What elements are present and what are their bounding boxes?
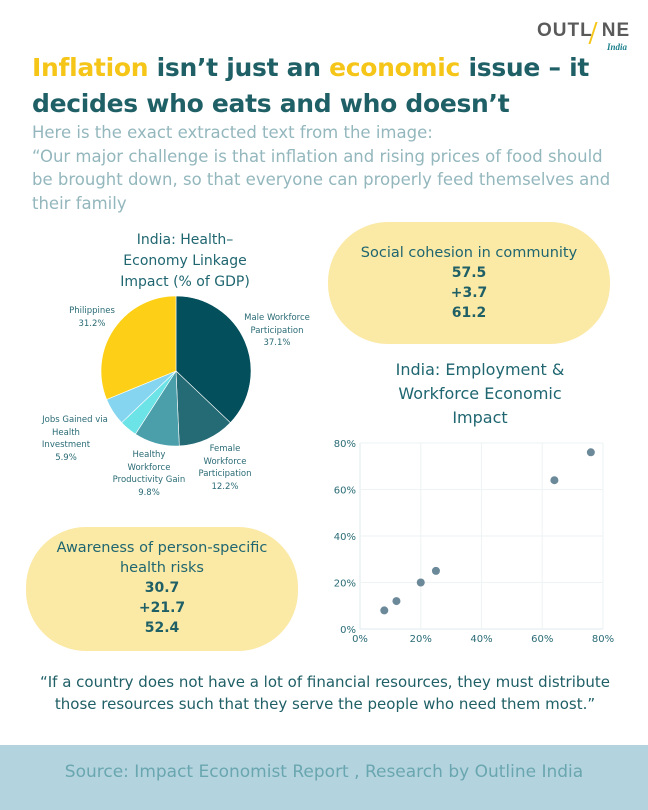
pie-label-line: Health [52,427,80,438]
pie-title-line: Economy Linkage [123,253,247,269]
logo-wordmark: OUTL NE [537,20,631,41]
headline-text: isn’t just an [148,53,330,82]
intro-quote: “Our major challenge is that inflation a… [32,146,611,213]
scatter-point [431,566,440,575]
scatter-y-axis: 0% 20% 40% 60% 80% [334,439,356,636]
stat-card-change: +3.7 [450,285,488,301]
pie-label-line: Participation [250,325,304,336]
stat-card-label: Social cohesion in community [360,245,578,261]
outline-india-logo: OUTL NE India [537,20,637,56]
pie-label-line: Philippines [69,306,115,316]
pie-label-value: 5.9% [55,452,77,463]
scatter-point [586,448,595,457]
x-tick-label: 60% [531,634,553,645]
scatter-points [380,448,595,615]
pie-label-jobs-gained: Jobs Gained via Health Investment 5.9% [30,414,120,464]
scatter-title-line: India: Employment & [395,360,565,379]
stat-card-baseline: 30.7 [144,580,180,596]
stat-card-social-cohesion: Social cohesion in community 57.5 +3.7 6… [328,222,610,344]
x-tick-label: 0% [352,634,368,645]
scatter-grid [359,442,604,630]
x-tick-label: 40% [470,634,492,645]
y-tick-label: 40% [334,532,356,543]
pie-label-line: Female [209,444,241,454]
pie-label-line: Productivity Gain [112,475,186,485]
stat-card-change: +21.7 [138,600,186,616]
y-tick-label: 60% [334,486,356,497]
stat-card-result: 61.2 [451,305,487,321]
scatter-point [416,578,425,587]
pie-label-female-workforce: Female Workforce Participation 12.2% [190,443,260,493]
y-tick-label: 80% [334,439,356,450]
pie-label-value: 9.8% [138,487,160,498]
scatter-point [392,597,401,606]
pie-label-value: 37.1% [263,338,291,348]
pie-label-line: Healthy [132,450,166,460]
scatter-title-line: Workforce Economic [398,384,562,403]
pie-label-value: 31.2% [78,318,106,329]
pie-title-line: Impact (% of GDP) [120,274,250,290]
logo-subtitle: India [606,42,627,52]
stat-card-baseline: 57.5 [451,265,487,281]
pie-label-line: Workforce [127,462,171,473]
scatter-title-line: Impact [452,408,508,427]
intro-line: Here is the exact extracted text from th… [32,123,433,142]
pie-label-line: Jobs Gained via [42,415,108,425]
scatter-chart-title: India: Employment & Workforce Economic I… [370,358,590,430]
pie-label-male-workforce: Male Workforce Participation 37.1% [232,312,322,350]
scatter-chart: 0% 20% 40% 60% 80% 0% 20% 40% 60% 80% [334,439,614,645]
headline-text: issue – it decides who eats and who does… [32,53,589,118]
pie-label-line: Male Workforce [244,313,310,323]
headline: Inflation isn’t just an economic issue –… [32,50,632,122]
pie-label-line: Workforce [203,456,247,467]
pie-chart-title: India: Health– Economy Linkage Impact (%… [100,230,270,293]
headline-highlight-inflation: Inflation [32,53,149,82]
scatter-point [380,606,389,615]
stat-card-result: 52.4 [144,620,180,636]
scatter-point [550,476,559,485]
headline-highlight-economic: economic [329,53,461,82]
scatter-x-axis: 0% 20% 40% 60% 80% [352,634,614,645]
pie-label-healthy-workforce: Healthy Workforce Productivity Gain 9.8% [104,449,194,499]
y-tick-label: 0% [340,625,356,636]
footer: Source: Impact Economist Report , Resear… [0,745,648,810]
pie-slice-male-workforce-participation [175,295,252,424]
y-tick-label: 20% [334,579,356,590]
x-tick-label: 20% [410,634,432,645]
stat-card-health-awareness: Awareness of person-specific health risk… [26,527,298,651]
pie-title-line: India: Health– [136,232,234,248]
pie-label-philippines: Philippines 31.2% [57,305,127,330]
stat-card-label: Awareness of person-specific health risk… [56,540,268,576]
intro-text: Here is the exact extracted text from th… [32,121,622,215]
x-tick-label: 80% [592,634,614,645]
pie-label-line: Participation [198,469,252,479]
source-text: Source: Impact Economist Report , Resear… [64,762,584,782]
pie-slice-philippines [100,295,177,400]
pie-label-line: Investment [41,440,91,450]
bottom-quote: “If a country does not have a lot of fin… [39,673,611,713]
pie-label-value: 12.2% [211,481,239,492]
